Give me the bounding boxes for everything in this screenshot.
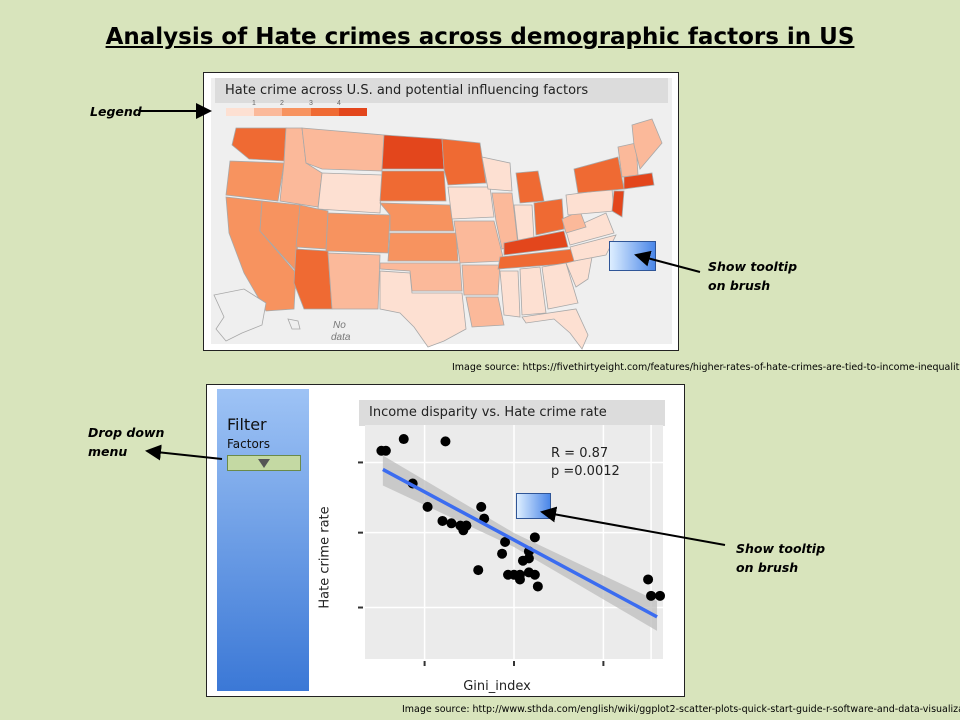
data-point bbox=[646, 590, 657, 601]
map-tooltip-box[interactable] bbox=[609, 241, 656, 271]
scatter-title: Income disparity vs. Hate crime rate bbox=[359, 400, 665, 426]
map-panel: Hate crime across U.S. and potential inf… bbox=[203, 72, 679, 351]
data-point bbox=[380, 445, 391, 456]
state-arkansas[interactable] bbox=[461, 264, 501, 296]
data-point bbox=[440, 436, 451, 447]
scatter-frame: Filter Factors Income disparity vs. Hate… bbox=[206, 384, 685, 697]
state-missouri[interactable] bbox=[453, 220, 505, 264]
data-point bbox=[422, 501, 433, 512]
dropdown-annotation: Drop down menu bbox=[88, 423, 164, 461]
data-point bbox=[523, 553, 534, 564]
data-point bbox=[473, 565, 484, 576]
dropdown-annotation-line: menu bbox=[88, 444, 128, 459]
scatter-tooltip-box[interactable] bbox=[516, 493, 551, 519]
state-virginia[interactable] bbox=[565, 212, 615, 246]
state-michigan[interactable] bbox=[515, 170, 545, 204]
stat-r: R = 0.87 bbox=[551, 446, 609, 461]
state-iowa[interactable] bbox=[447, 186, 495, 220]
state-north-carolina[interactable] bbox=[569, 234, 617, 262]
chevron-down-icon bbox=[258, 459, 270, 468]
scatter-image-source: Image source: http://www.sthda.com/engli… bbox=[402, 704, 960, 715]
data-point bbox=[398, 434, 409, 445]
data-point bbox=[532, 581, 543, 592]
page-title: Analysis of Hate crimes across demograph… bbox=[105, 24, 855, 50]
data-point bbox=[529, 569, 540, 580]
legend-swatch-2 bbox=[254, 108, 283, 116]
legend-tick-1: 1 bbox=[252, 100, 256, 107]
scatter-tooltip-annotation-line: on brush bbox=[736, 560, 799, 575]
state-mississippi[interactable] bbox=[499, 270, 521, 318]
no-data-label: data bbox=[331, 332, 351, 343]
legend-swatch-4 bbox=[310, 108, 339, 116]
state-washington[interactable] bbox=[231, 127, 287, 162]
state-colorado[interactable] bbox=[325, 212, 391, 254]
map-image-source: Image source: https://fivethirtyeight.co… bbox=[452, 362, 960, 373]
state-maine[interactable] bbox=[631, 118, 663, 170]
data-point bbox=[461, 520, 472, 531]
map-panel-title: Hate crime across U.S. and potential inf… bbox=[215, 78, 668, 103]
state-florida[interactable] bbox=[521, 308, 589, 350]
data-point bbox=[514, 569, 525, 580]
state-kansas[interactable] bbox=[387, 232, 459, 262]
map-tooltip-annotation: Show tooltip on brush bbox=[708, 257, 797, 295]
data-point bbox=[497, 548, 508, 559]
state-hawaii[interactable] bbox=[287, 318, 301, 330]
data-point bbox=[437, 515, 448, 526]
legend-swatch-5 bbox=[338, 108, 368, 116]
data-point bbox=[476, 501, 487, 512]
data-point bbox=[529, 532, 540, 543]
state-ohio[interactable] bbox=[533, 198, 565, 236]
legend-tick-3: 3 bbox=[309, 100, 313, 107]
state-wisconsin[interactable] bbox=[481, 156, 513, 192]
state-wyoming[interactable] bbox=[317, 172, 383, 214]
map-legend-bar bbox=[226, 108, 368, 116]
state-louisiana[interactable] bbox=[465, 296, 505, 328]
map-tooltip-annotation-line: Show tooltip bbox=[708, 259, 798, 274]
state-new-jersey[interactable] bbox=[611, 190, 625, 218]
state-north-dakota[interactable] bbox=[381, 134, 445, 170]
filter-subtitle: Factors bbox=[227, 437, 270, 451]
data-point bbox=[655, 590, 666, 601]
state-utah[interactable] bbox=[295, 204, 329, 250]
data-point bbox=[500, 537, 511, 547]
fit-line bbox=[382, 467, 658, 619]
state-pennsylvania[interactable] bbox=[565, 188, 615, 216]
stat-p: p =0.0012 bbox=[551, 464, 620, 479]
state-georgia[interactable] bbox=[541, 262, 579, 310]
scatter-tooltip-annotation-line: Show tooltip bbox=[736, 541, 826, 556]
legend-annotation: Legend bbox=[90, 104, 142, 119]
state-new-mexico[interactable] bbox=[327, 252, 381, 310]
scatter-tooltip-annotation: Show tooltip on brush bbox=[736, 539, 825, 577]
no-data-label: No bbox=[333, 320, 346, 331]
map-tooltip-annotation-line: on brush bbox=[708, 278, 771, 293]
data-point bbox=[446, 518, 457, 529]
state-texas[interactable] bbox=[379, 270, 467, 348]
filter-panel: Filter Factors bbox=[217, 389, 309, 691]
scatter-y-label: Hate crime rate bbox=[317, 506, 333, 609]
state-new-york[interactable] bbox=[573, 156, 625, 194]
state-oregon[interactable] bbox=[225, 160, 285, 202]
legend-tick-2: 2 bbox=[280, 100, 284, 107]
state-minnesota[interactable] bbox=[441, 138, 487, 186]
legend-swatch-3 bbox=[282, 108, 311, 116]
state-indiana[interactable] bbox=[513, 204, 535, 242]
filter-title: Filter bbox=[227, 415, 267, 434]
state-alabama[interactable] bbox=[519, 266, 547, 316]
scatter-plot[interactable] bbox=[345, 421, 671, 673]
state-massachusetts[interactable] bbox=[623, 172, 655, 190]
state-kentucky[interactable] bbox=[503, 230, 569, 256]
legend-tick-4: 4 bbox=[337, 100, 341, 107]
scatter-x-label: Gini_index bbox=[463, 679, 531, 694]
state-south-dakota[interactable] bbox=[379, 170, 447, 202]
factors-dropdown[interactable] bbox=[227, 455, 301, 471]
legend-swatch-1 bbox=[226, 108, 255, 116]
data-point bbox=[643, 574, 654, 585]
state-nebraska[interactable] bbox=[379, 202, 455, 232]
state-montana[interactable] bbox=[301, 127, 385, 172]
state-alaska[interactable] bbox=[213, 288, 267, 342]
us-choropleth-map[interactable] bbox=[204, 73, 680, 352]
dropdown-annotation-line: Drop down bbox=[88, 425, 165, 440]
state-arizona[interactable] bbox=[293, 248, 333, 310]
